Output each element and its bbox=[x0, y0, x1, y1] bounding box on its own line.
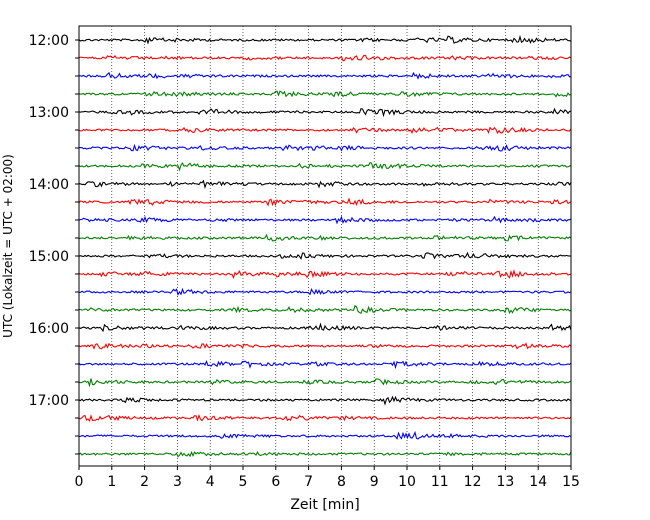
x-tick-label: 14 bbox=[529, 474, 547, 490]
y-tick-label: 17:00 bbox=[29, 393, 69, 409]
x-tick-label: 1 bbox=[107, 474, 116, 490]
x-tick-label: 8 bbox=[337, 474, 346, 490]
x-tick-label: 9 bbox=[370, 474, 379, 490]
trace-line bbox=[79, 304, 572, 315]
x-tick-label: 3 bbox=[173, 474, 182, 490]
x-tick-label: 5 bbox=[239, 474, 248, 490]
x-tick-label: 11 bbox=[431, 474, 449, 490]
x-tick-label: 12 bbox=[464, 474, 482, 490]
trace-line bbox=[78, 287, 572, 296]
x-tick-label: 6 bbox=[271, 474, 280, 490]
trace-line bbox=[78, 215, 572, 225]
trace-line bbox=[78, 126, 572, 135]
x-tick-label: 13 bbox=[496, 474, 514, 490]
x-tick-label: 4 bbox=[206, 474, 215, 490]
trace-line bbox=[78, 450, 572, 458]
trace-line bbox=[78, 233, 572, 242]
trace-line bbox=[78, 251, 572, 260]
plot-frame bbox=[78, 25, 572, 467]
x-tick-label: 10 bbox=[398, 474, 416, 490]
trace-line bbox=[78, 54, 572, 62]
trace-line bbox=[78, 378, 572, 388]
y-axis-ticks: 12:00 13:00 14:00 15:00 16:00 17:00 bbox=[29, 33, 79, 455]
x-tick-label: 2 bbox=[140, 474, 149, 490]
trace-line bbox=[78, 430, 572, 440]
y-axis-label: UTC (Lokalzeit = UTC + 02:00) bbox=[1, 154, 15, 338]
x-axis-ticks: 0 1 2 3 4 5 6 7 8 9 10 11 12 13 14 15 bbox=[75, 466, 580, 490]
y-tick-label: 16:00 bbox=[29, 321, 69, 337]
x-tick-label: 7 bbox=[304, 474, 313, 490]
y-tick-label: 12:00 bbox=[29, 33, 69, 49]
vertical-grid bbox=[111, 26, 539, 466]
x-axis-label: Zeit [min] bbox=[290, 497, 359, 513]
trace-line bbox=[78, 179, 572, 190]
y-tick-label: 15:00 bbox=[29, 249, 69, 265]
x-tick-label: 0 bbox=[75, 474, 84, 490]
trace-line bbox=[78, 414, 572, 423]
y-tick-label: 13:00 bbox=[29, 105, 69, 121]
trace-line bbox=[78, 90, 572, 98]
trace-line bbox=[78, 162, 572, 172]
seismogram-traces bbox=[78, 34, 572, 458]
trace-line bbox=[78, 359, 572, 370]
trace-line bbox=[78, 34, 572, 45]
trace-line bbox=[78, 342, 572, 350]
trace-line bbox=[78, 143, 572, 152]
trace-line bbox=[78, 71, 572, 80]
trace-line bbox=[78, 269, 572, 280]
trace-line bbox=[78, 322, 572, 333]
y-tick-label: 14:00 bbox=[29, 177, 69, 193]
trace-line bbox=[78, 197, 572, 207]
trace-line bbox=[78, 107, 572, 118]
trace-line bbox=[78, 395, 572, 406]
x-tick-label: 15 bbox=[562, 474, 580, 490]
